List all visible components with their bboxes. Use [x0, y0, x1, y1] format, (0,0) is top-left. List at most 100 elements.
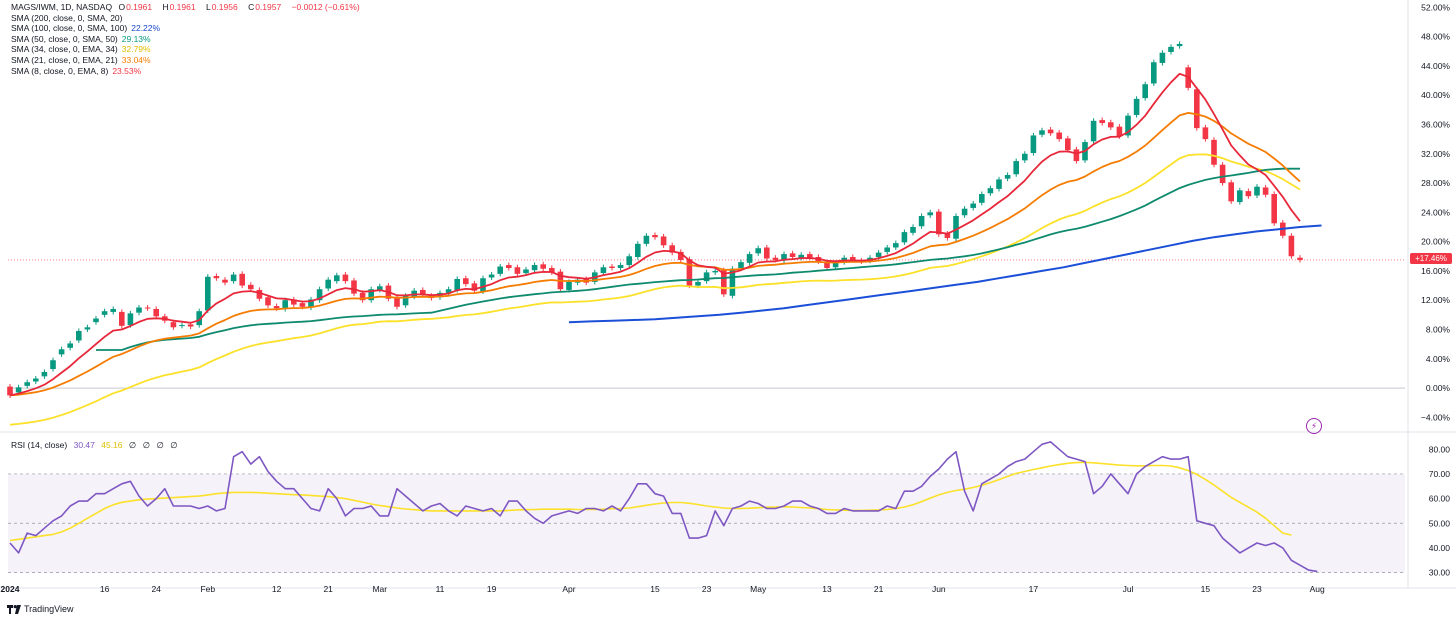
- price-tick-label: 48.00%: [1421, 32, 1450, 42]
- rsi-tick-label: 30.00: [1429, 568, 1451, 578]
- rsi-axis[interactable]: 80.00 70.00 60.00 50.00 40.00 30.00: [1429, 444, 1451, 577]
- candle-body: [187, 324, 194, 327]
- candle-body: [471, 283, 478, 291]
- candle-body: [901, 232, 908, 243]
- rsi-ma-value: 45.16: [101, 440, 123, 450]
- candle-body: [325, 279, 331, 289]
- candle-body: [196, 311, 202, 326]
- time-axis[interactable]: 2024 16 24 Feb 12 21 Mar 11 19 Apr 15 23 May 13 21 Jun 1…: [1, 584, 1325, 594]
- indicator-ema21[interactable]: SMA (21, close, 0, EMA, 21) 33.04%: [11, 54, 151, 65]
- price-tick-label: 28.00%: [1421, 178, 1450, 188]
- price-tick-label: 44.00%: [1421, 61, 1450, 71]
- candle-body: [265, 297, 271, 306]
- candle-body: [884, 247, 890, 252]
- candle-body: [480, 278, 486, 292]
- rsi-empty-value: ∅: [128, 440, 137, 450]
- candle-body: [1151, 62, 1157, 84]
- ohlc-key-close: C: [248, 2, 255, 12]
- candle-body: [1194, 89, 1200, 129]
- candle-body: [1288, 235, 1295, 257]
- candle-body: [996, 179, 1002, 189]
- indicator-sma200[interactable]: SMA (200, close, 0, SMA, 20): [11, 12, 123, 23]
- time-tick-label: 11: [436, 584, 445, 594]
- candle-body: [635, 243, 641, 258]
- candle-body: [7, 386, 13, 396]
- candle-body: [927, 212, 933, 216]
- indicator-value: 33.04%: [121, 54, 151, 65]
- indicator-ema34[interactable]: SMA (34, close, 0, EMA, 34) 32.79%: [11, 44, 151, 55]
- candle-body: [1159, 52, 1166, 63]
- candle-body: [1237, 190, 1243, 203]
- candle-body: [1176, 43, 1183, 47]
- rsi-tick-label: 40.00: [1429, 543, 1451, 553]
- candle-body: [394, 298, 400, 307]
- price-tick-label: 12.00%: [1421, 295, 1450, 305]
- candle-body: [970, 203, 976, 208]
- price-tick-label: 36.00%: [1421, 119, 1450, 129]
- time-tick-label: 13: [822, 584, 832, 594]
- candle-body: [1262, 187, 1269, 195]
- ohlc-low: 0.1956: [211, 2, 238, 12]
- indicator-value: 32.79%: [121, 44, 151, 55]
- time-tick-label: Jun: [932, 584, 946, 594]
- candle-body: [273, 306, 280, 309]
- time-tick-label: 24: [151, 584, 161, 594]
- ohlc-close: 0.1957: [255, 2, 282, 12]
- symbol-title[interactable]: MAGS/IWM, 1D, NASDAQ: [11, 2, 113, 12]
- candle-body: [50, 360, 56, 370]
- price-axis[interactable]: 52.00% 48.00% 44.00% 40.00% 36.00% 32.00% 28.0…: [1421, 2, 1451, 422]
- time-tick-label: May: [750, 584, 767, 594]
- candle-body: [729, 268, 736, 296]
- candle-body: [1047, 129, 1054, 134]
- candle-body: [617, 265, 624, 268]
- candle-body: [1245, 191, 1252, 197]
- indicator-ema8[interactable]: SMA (8, close, 0, EMA, 8) 23.53%: [11, 65, 142, 76]
- price-tick-label: 24.00%: [1421, 207, 1450, 217]
- indicator-value: 22.22%: [131, 23, 161, 34]
- candle-body: [41, 371, 48, 377]
- time-tick-label: 19: [487, 584, 497, 594]
- time-tick-label: 21: [323, 584, 333, 594]
- candle-body: [377, 286, 383, 290]
- rsi-tick-label: 50.00: [1429, 518, 1451, 528]
- candle-body: [893, 243, 899, 248]
- time-tick-label: Jul: [1123, 584, 1134, 594]
- candle-body: [1142, 84, 1148, 99]
- ohlc-high: 0.1961: [169, 2, 196, 12]
- candle-body: [678, 251, 684, 260]
- candle-body: [179, 325, 185, 327]
- rsi-pane-grid: [8, 473, 1405, 573]
- candle-body: [170, 322, 177, 328]
- candle-body: [832, 262, 839, 268]
- tradingview-logo-icon: [7, 604, 21, 614]
- candle-body: [918, 216, 925, 227]
- rsi-line: [9, 441, 1318, 573]
- candle-body: [454, 278, 460, 290]
- candle-body: [445, 289, 452, 293]
- candle-body: [746, 254, 753, 263]
- candle-body: [248, 284, 254, 290]
- candle-body: [1004, 174, 1011, 179]
- indicator-sma100[interactable]: SMA (100, close, 0, SMA, 100) 22.22%: [11, 23, 161, 34]
- tradingview-logo[interactable]: TradingView: [7, 604, 74, 614]
- candle-body: [987, 188, 994, 194]
- rsi-empty-value: ∅: [156, 440, 164, 450]
- candle-body: [67, 343, 73, 348]
- rsi-legend[interactable]: RSI (14, close) 30.47 45.16 ∅ ∅ ∅ ∅: [11, 440, 182, 451]
- candle-body: [643, 235, 650, 244]
- price-tick-label: 20.00%: [1421, 237, 1450, 247]
- lightning-icon[interactable]: ⚡: [1306, 418, 1322, 434]
- moving-average-lines: [9, 72, 1322, 426]
- candle-body: [660, 236, 667, 246]
- candle-body: [222, 279, 228, 283]
- candle-body: [1271, 194, 1277, 224]
- candle-body: [1254, 186, 1260, 196]
- candle-body: [807, 254, 813, 258]
- rsi-tick-label: 80.00: [1429, 444, 1451, 454]
- candle-body: [1099, 120, 1105, 124]
- indicator-sma50[interactable]: SMA (50, close, 0, SMA, 50) 29.13%: [11, 33, 151, 44]
- sma100-line: [568, 224, 1322, 324]
- candle-body: [136, 307, 142, 313]
- ohlc-key-high: H: [162, 2, 169, 12]
